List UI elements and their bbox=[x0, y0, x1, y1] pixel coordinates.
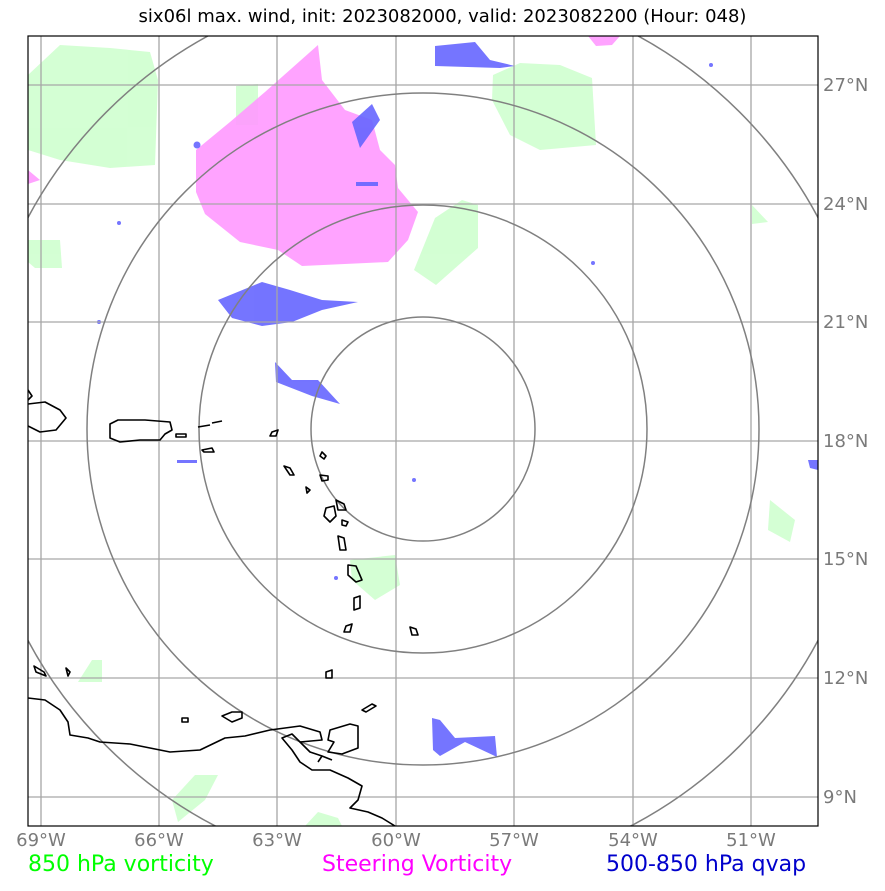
coastline-tobago bbox=[361, 703, 377, 713]
qvap-area bbox=[275, 362, 340, 404]
steering-vorticity-layer bbox=[28, 36, 620, 266]
coastline-dominica bbox=[337, 535, 347, 551]
latitude-labels: 27°N 24°N 21°N 18°N 15°N 12°N 9°N bbox=[823, 75, 868, 808]
qvap-dot bbox=[412, 478, 416, 482]
range-ring-3 bbox=[86, 92, 760, 766]
steering-vorticity-area bbox=[588, 36, 620, 46]
graticule bbox=[28, 36, 818, 826]
legend-850-vorticity: 850 hPa vorticity bbox=[28, 852, 214, 877]
qvap-area bbox=[352, 104, 380, 148]
coastline-abc-islands bbox=[33, 665, 71, 677]
qvap-area bbox=[356, 182, 378, 186]
qvap-dot bbox=[193, 141, 201, 149]
lat-label: 27°N bbox=[823, 75, 868, 96]
lon-label: 51°W bbox=[726, 830, 776, 851]
legend-qvap: 500-850 hPa qvap bbox=[606, 852, 807, 877]
lat-label: 15°N bbox=[823, 549, 868, 570]
vorticity-850-layer bbox=[28, 45, 795, 826]
coastline-st-lucia bbox=[353, 595, 361, 611]
steering-vorticity-area bbox=[196, 45, 418, 266]
qvap-area bbox=[435, 42, 515, 68]
vorticity-850-area bbox=[28, 240, 62, 268]
coastline-virgin-islands bbox=[197, 420, 223, 453]
coastline-antigua bbox=[319, 474, 329, 482]
coastline-grenada bbox=[325, 669, 333, 679]
coastline-puerto-rico bbox=[109, 419, 173, 443]
vorticity-850-area bbox=[414, 200, 478, 285]
vorticity-850-area bbox=[172, 775, 218, 822]
lat-label: 12°N bbox=[823, 668, 868, 689]
vorticity-850-area bbox=[78, 660, 102, 682]
vorticity-850-area bbox=[350, 555, 400, 600]
lat-label: 24°N bbox=[823, 194, 868, 215]
legend-steering-vorticity: Steering Vorticity bbox=[322, 852, 513, 877]
range-rings bbox=[28, 36, 818, 826]
longitude-labels: 69°W 66°W 63°W 60°W 57°W 54°W 51°W bbox=[16, 830, 776, 851]
coastline-vieques bbox=[175, 433, 187, 438]
qvap-area bbox=[218, 282, 358, 326]
lat-label: 18°N bbox=[823, 431, 868, 452]
lon-label: 66°W bbox=[134, 830, 184, 851]
map-title: six06l max. wind, init: 2023082000, vali… bbox=[138, 6, 747, 27]
lon-label: 69°W bbox=[16, 830, 66, 851]
coastlines bbox=[28, 389, 419, 826]
coastline-hispaniola bbox=[28, 389, 67, 433]
coastline-martinique bbox=[347, 564, 363, 583]
vorticity-850-area bbox=[752, 205, 768, 224]
coastline-marie-galante bbox=[341, 519, 349, 527]
range-ring-1 bbox=[310, 316, 536, 542]
vorticity-850-area bbox=[768, 500, 795, 542]
coastline-orinoco-delta bbox=[299, 741, 333, 763]
coastline-st-kitts bbox=[283, 465, 295, 476]
lat-label: 21°N bbox=[823, 312, 868, 333]
vorticity-850-area bbox=[492, 63, 596, 150]
lon-label: 60°W bbox=[371, 830, 421, 851]
range-ring-2 bbox=[198, 204, 648, 654]
coastline-barbuda bbox=[319, 451, 327, 460]
map-frame bbox=[27, 35, 819, 827]
lon-label: 63°W bbox=[252, 830, 302, 851]
coastline-barbados bbox=[409, 626, 419, 636]
steering-vorticity-area bbox=[28, 170, 40, 184]
coastline-venezuela bbox=[28, 697, 396, 826]
qvap-area bbox=[808, 460, 818, 470]
coastline-montserrat bbox=[305, 486, 311, 494]
coastline-guadeloupe bbox=[323, 499, 347, 523]
qvap-area bbox=[432, 718, 497, 757]
lon-label: 57°W bbox=[489, 830, 539, 851]
qvap-dot bbox=[709, 63, 713, 67]
qvap-area bbox=[177, 460, 197, 463]
coastline-margarita bbox=[181, 711, 243, 723]
coastline-anguilla bbox=[269, 429, 279, 437]
coastline-st-vincent bbox=[343, 623, 353, 633]
qvap-dot bbox=[117, 221, 121, 225]
vorticity-850-area bbox=[28, 45, 158, 168]
vorticity-850-area bbox=[305, 812, 342, 826]
qvap-dot bbox=[334, 576, 338, 580]
lon-label: 54°W bbox=[608, 830, 658, 851]
qvap-dot bbox=[591, 261, 595, 265]
lat-label: 9°N bbox=[823, 787, 857, 808]
qvap-layer bbox=[97, 42, 818, 757]
coastline-trinidad bbox=[327, 723, 359, 755]
